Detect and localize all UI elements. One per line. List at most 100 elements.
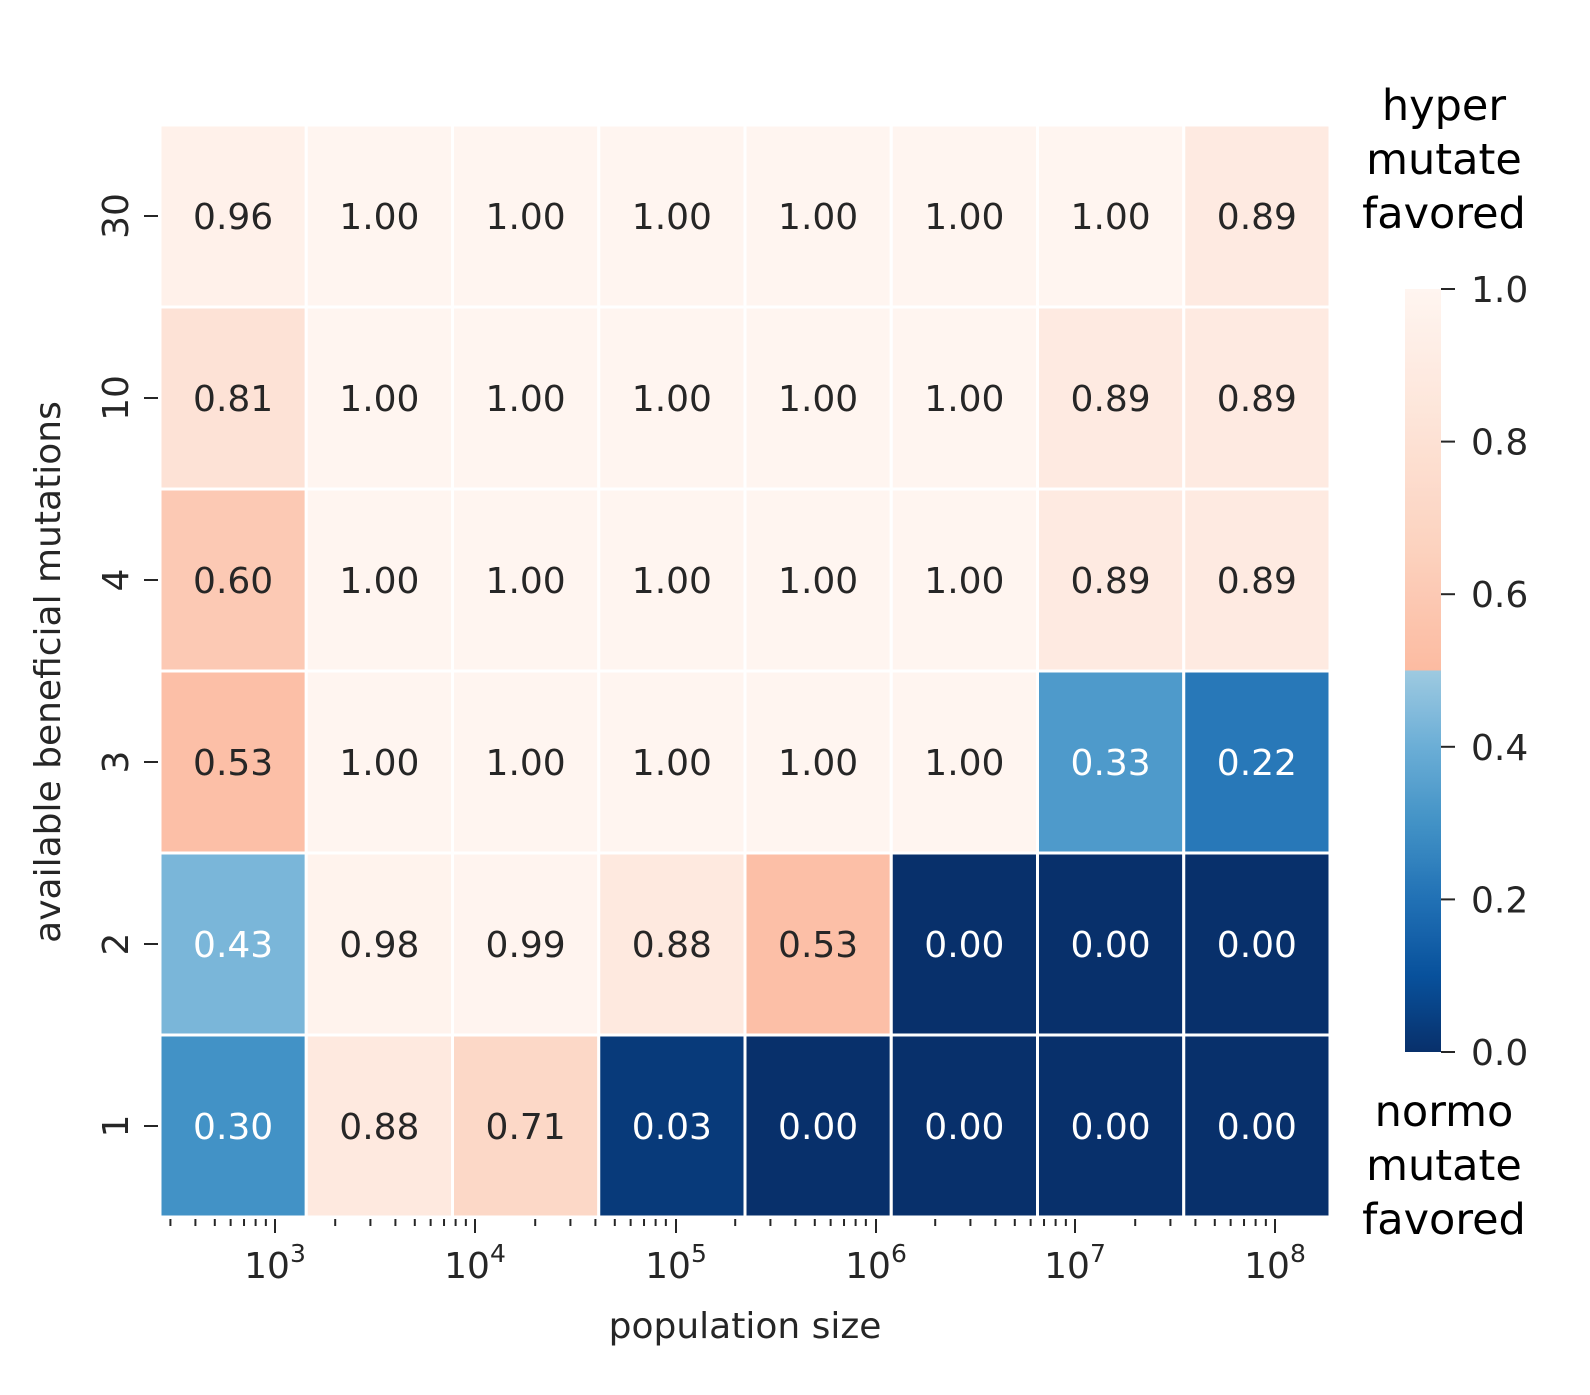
heatmap-cell: [1182, 487, 1332, 673]
cell-value-label: 0.00: [924, 1107, 1004, 1148]
cell-value-label: 0.53: [193, 743, 273, 784]
heatmap-cell: [889, 123, 1039, 309]
cell-value-label: 1.00: [486, 379, 566, 420]
cell-value-label: 0.89: [1071, 379, 1151, 420]
x-tick-label: 105: [645, 1239, 707, 1287]
cell-value-label: 1.00: [486, 561, 566, 602]
heatmap-cell: [1182, 1033, 1332, 1219]
x-tick-label: 104: [444, 1239, 506, 1287]
cell-value-label: 1.00: [924, 743, 1004, 784]
colorbar-end-label-line: normo: [1375, 1087, 1514, 1137]
cell-value-label: 1.00: [632, 197, 712, 238]
colorbar-end-label-line: mutate: [1366, 1141, 1522, 1191]
cell-value-label: 1.00: [339, 561, 419, 602]
heatmap-cell: [304, 487, 454, 673]
heatmap-cell: [158, 123, 308, 309]
heatmap-cell: [304, 305, 454, 491]
heatmap-cell: [597, 305, 747, 491]
cell-value-label: 1.00: [778, 561, 858, 602]
y-tick-label: 2: [96, 933, 137, 956]
heatmap-cell-labels: 0.96 1.00 1.00 1.00 1.00 1.00 1.00 0.89 0.81 1.00…: [193, 197, 1297, 1148]
heatmap-cell: [743, 487, 893, 673]
heatmap-cell: [451, 487, 601, 673]
heatmap-cell: [597, 851, 747, 1037]
y-tick-label: 4: [96, 569, 137, 592]
cell-value-label: 0.89: [1217, 561, 1297, 602]
cell-value-label: 0.81: [193, 379, 273, 420]
heatmap-cell: [451, 123, 601, 309]
x-tick-label: 107: [1044, 1239, 1106, 1287]
y-tick-label: 10: [96, 375, 137, 421]
x-tick-label: 106: [845, 1239, 907, 1287]
x-tick-label: 103: [244, 1239, 306, 1287]
heatmap-cell: [889, 487, 1039, 673]
heatmap-cell: [1182, 123, 1332, 309]
cell-value-label: 1.00: [924, 197, 1004, 238]
cell-value-label: 0.89: [1217, 197, 1297, 238]
y-axis-label: available beneficial mutations: [28, 401, 69, 943]
heatmap-cell: [1036, 851, 1186, 1037]
heatmap-cell: [158, 669, 308, 855]
cell-value-label: 1.00: [339, 197, 419, 238]
cell-value-label: 0.00: [778, 1107, 858, 1148]
cell-value-label: 0.00: [1071, 1107, 1151, 1148]
heatmap-cell: [1182, 305, 1332, 491]
y-axis: 30 10 4 3 2 1: [96, 193, 158, 1137]
heatmap-cells: [158, 123, 1332, 1219]
colorbar-end-label-line: favored: [1362, 1195, 1526, 1245]
colorbar: 0.0 0.2 0.4 0.6 0.8 1.0: [1405, 270, 1528, 1074]
cell-value-label: 1.00: [778, 743, 858, 784]
cell-value-label: 0.43: [193, 925, 273, 966]
cell-value-label: 0.00: [1217, 1107, 1297, 1148]
heatmap-cell: [743, 1033, 893, 1219]
cell-value-label: 1.00: [632, 743, 712, 784]
colorbar-end-label-line: hyper: [1382, 81, 1506, 131]
cell-value-label: 1.00: [924, 379, 1004, 420]
cell-value-label: 0.98: [339, 925, 419, 966]
cell-value-label: 0.88: [339, 1107, 419, 1148]
heatmap-cell: [451, 669, 601, 855]
cell-value-label: 0.03: [632, 1107, 712, 1148]
colorbar-end-label-line: favored: [1362, 189, 1526, 239]
heatmap-cell: [597, 669, 747, 855]
cell-value-label: 1.00: [486, 197, 566, 238]
x-axis: 103 104 105 106 107 108: [169, 1219, 1306, 1287]
heatmap-cell: [1036, 669, 1186, 855]
cell-value-label: 1.00: [632, 379, 712, 420]
cell-value-label: 0.30: [193, 1107, 273, 1148]
cell-value-label: 0.33: [1071, 743, 1151, 784]
cell-value-label: 0.89: [1217, 379, 1297, 420]
cell-value-label: 0.53: [778, 925, 858, 966]
cell-value-label: 1.00: [339, 379, 419, 420]
heatmap-cell: [597, 487, 747, 673]
cell-value-label: 1.00: [486, 743, 566, 784]
cell-value-label: 0.60: [193, 561, 273, 602]
cell-value-label: 1.00: [924, 561, 1004, 602]
cell-value-label: 0.00: [1217, 925, 1297, 966]
cell-value-label: 0.00: [1071, 925, 1151, 966]
cell-value-label: 1.00: [632, 561, 712, 602]
heatmap-cell: [158, 487, 308, 673]
cell-value-label: 0.89: [1071, 561, 1151, 602]
colorbar-tick-label: 0.2: [1471, 880, 1528, 921]
y-tick-label: 1: [96, 1115, 137, 1138]
y-tick-label: 3: [96, 751, 137, 774]
colorbar-tick-label: 1.0: [1471, 270, 1528, 311]
heatmap-cell: [1182, 851, 1332, 1037]
heatmap-cell: [889, 305, 1039, 491]
cell-value-label: 1.00: [778, 379, 858, 420]
heatmap-cell: [304, 123, 454, 309]
heatmap-cell: [304, 1033, 454, 1219]
cell-value-label: 1.00: [778, 197, 858, 238]
heatmap-cell: [158, 1033, 308, 1219]
heatmap-cell: [889, 1033, 1039, 1219]
x-tick-label: 108: [1244, 1239, 1306, 1287]
x-axis-label: population size: [609, 1306, 882, 1347]
cell-value-label: 0.88: [632, 925, 712, 966]
heatmap-cell: [1036, 1033, 1186, 1219]
cell-value-label: 0.71: [486, 1107, 566, 1148]
cell-value-label: 0.99: [486, 925, 566, 966]
colorbar-tick-label: 0.8: [1471, 423, 1528, 464]
